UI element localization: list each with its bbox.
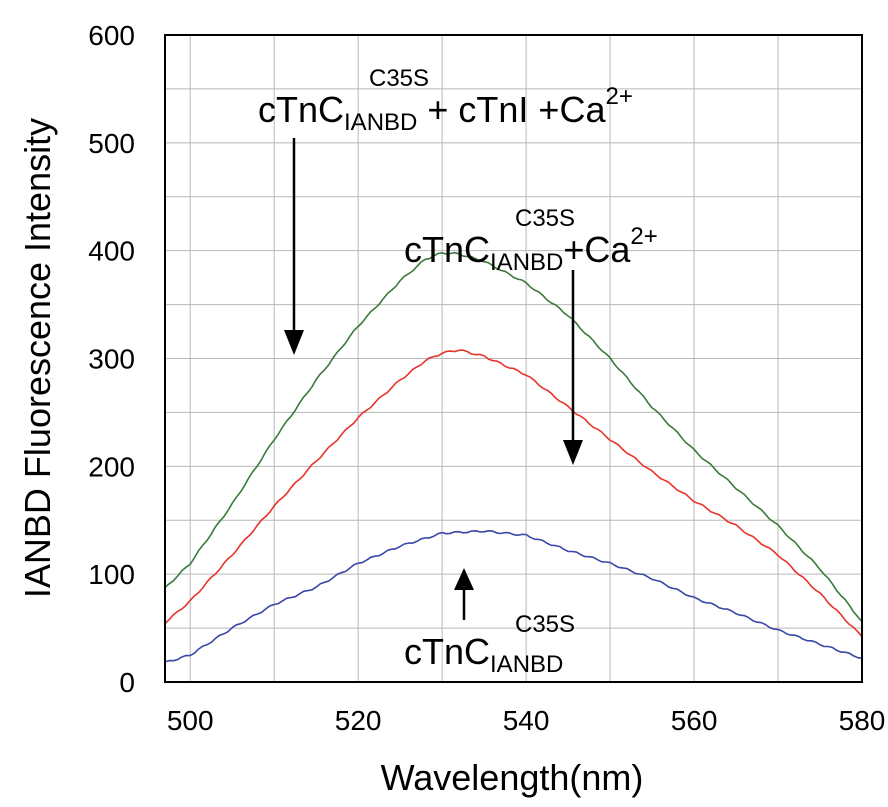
x-tick-label: 560 (671, 705, 718, 736)
annotation-red-base: cTnC (404, 229, 490, 270)
y-tick-label: 600 (88, 20, 135, 51)
x-tick-label: 540 (503, 705, 550, 736)
y-tick-label: 300 (88, 344, 135, 375)
annotation-green-sub: IANBD (344, 109, 417, 136)
annotation-blue-sub: IANBD (490, 651, 563, 678)
series-line-0 (164, 251, 863, 623)
series-layer (164, 251, 863, 663)
ticks-layer: 500 520 540 560 580 0 100 200 300 400 500 600 (88, 20, 885, 736)
annotation-blue-base: cTnC (404, 631, 490, 672)
x-tick-label: 580 (839, 705, 886, 736)
x-tick-label: 520 (335, 705, 382, 736)
series-line-2 (164, 529, 863, 663)
y-tick-label: 200 (88, 451, 135, 482)
annotation-green-rest: + cTnI +Ca (417, 89, 606, 130)
annotation-red-sup: C35S (515, 205, 575, 232)
arrow-red-head (563, 440, 583, 465)
grid-layer (165, 35, 863, 682)
y-tick-label: 100 (88, 559, 135, 590)
arrow-blue-head (454, 568, 474, 590)
annotation-red-rest: +Ca (563, 229, 631, 270)
annotation-green: cTnCIANBD + cTnI +Ca2+ (258, 83, 633, 136)
y-tick-label: 400 (88, 236, 135, 267)
annotation-blue-sup: C35S (515, 611, 575, 638)
x-axis-label: Wavelength(nm) (381, 757, 644, 798)
annotation-red-rest-sup: 2+ (630, 223, 657, 250)
x-tick-label: 500 (167, 705, 214, 736)
annotation-green-sup: C35S (369, 65, 429, 92)
annotation-red-sub: IANBD (490, 249, 563, 276)
annotation-green-rest-sup: 2+ (605, 83, 632, 110)
annotation-green-base: cTnC (258, 89, 344, 130)
annotation-red: cTnCIANBD+Ca2+ (404, 223, 658, 276)
series-line-1 (164, 349, 863, 638)
plot-frame (164, 34, 863, 683)
arrow-green-head (284, 330, 304, 355)
y-tick-label: 0 (119, 667, 135, 698)
y-axis-label: IANBD Fluorescence Intensity (17, 118, 58, 598)
y-tick-label: 500 (88, 128, 135, 159)
annotation-blue: cTnCIANBD (404, 631, 563, 678)
